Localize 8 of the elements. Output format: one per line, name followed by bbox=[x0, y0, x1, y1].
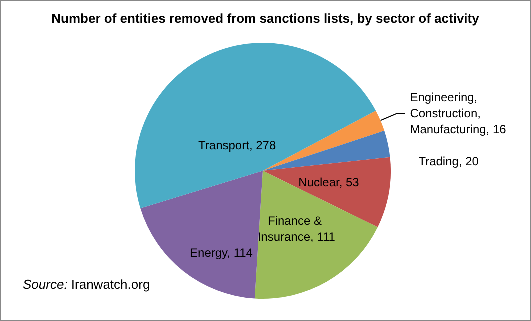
slice-label: Transport, 278 bbox=[198, 138, 276, 153]
slice-label: Energy, 114 bbox=[190, 246, 254, 260]
slice-label: Nuclear, 53 bbox=[298, 176, 360, 190]
slice-label: Engineering, Construction, Manufacturing, 16 bbox=[410, 90, 507, 137]
slice-label: Finance & Insurance, 111 bbox=[258, 214, 336, 244]
source-note: Source: Iranwatch.org bbox=[23, 277, 150, 292]
slice-label: Trading, 20 bbox=[418, 154, 480, 169]
chart-title: Number of entities removed from sanctions lists, by sector of activity bbox=[52, 11, 480, 26]
